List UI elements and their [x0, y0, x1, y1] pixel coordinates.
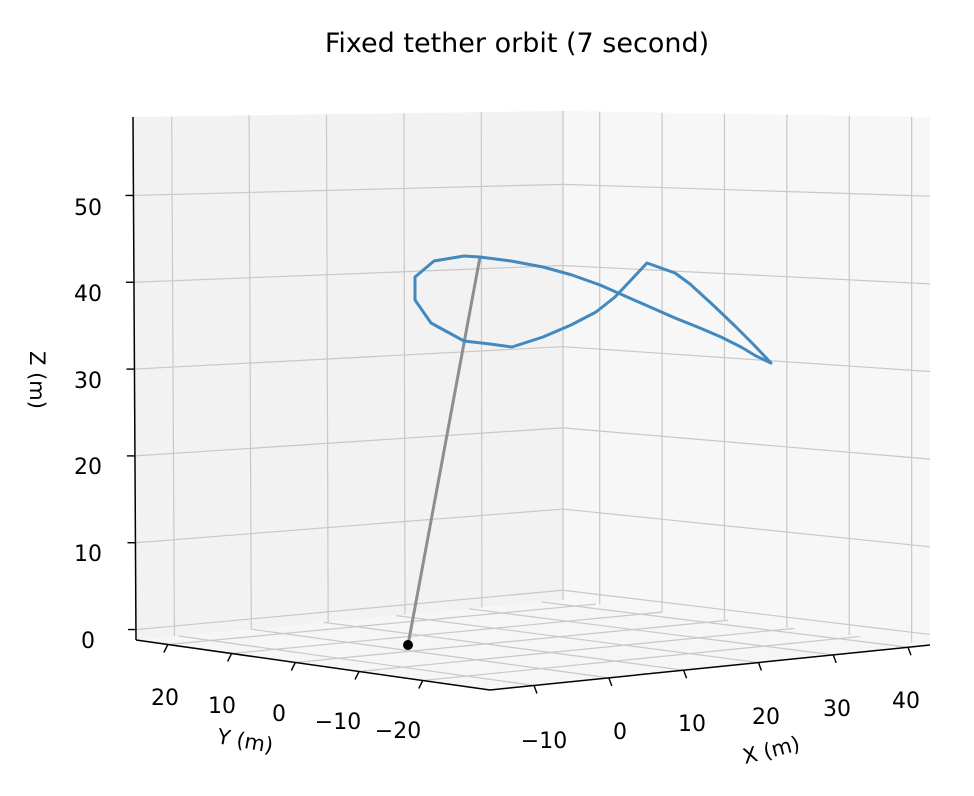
x-grid-floor-line	[396, 615, 759, 664]
y-grid-wall-line	[248, 115, 252, 630]
x-tick-mark	[757, 662, 763, 671]
y-axis-label: Y (m)	[214, 724, 275, 758]
z-axis-label: Z (m)	[25, 351, 49, 409]
chart-title: Fixed tether orbit (7 second)	[325, 28, 709, 59]
back-pane-right	[563, 111, 930, 645]
y-grid-wall-line	[171, 116, 176, 637]
y-axis-line	[135, 639, 491, 691]
x-grid-floor-line	[323, 621, 684, 671]
z-tick-label: 30	[74, 369, 102, 394]
y-grid-wall-line	[480, 112, 483, 608]
y-tick-label: −10	[315, 710, 361, 735]
x-tick-label: 10	[678, 712, 706, 737]
y-tick-mark	[354, 671, 360, 680]
z-tick-label: 40	[74, 282, 102, 307]
y-tick-mark	[290, 662, 296, 671]
x-tick-mark	[608, 677, 613, 687]
tick-labels: 0 10 20 30 40 50 20 10 0 −10 −20 −10 0 10 20 30 40	[74, 194, 920, 754]
y-grid-wall-line	[325, 114, 329, 623]
anchor-point	[403, 640, 413, 650]
y-tick-label: −20	[375, 719, 421, 744]
x-axis-label: X (m)	[740, 732, 802, 769]
z-tick-label: 0	[81, 629, 95, 654]
axes-panes	[133, 111, 930, 690]
x-tick-label: −10	[521, 729, 567, 754]
x-grid-floor-line	[541, 601, 909, 648]
y-tick-mark	[418, 680, 424, 689]
y-grid-floor-line	[295, 619, 729, 664]
x-tick-label: 20	[752, 705, 780, 730]
back-pane-left	[133, 111, 563, 640]
tether-line	[406, 255, 482, 647]
x-tick-mark	[533, 685, 538, 694]
z-axis-line	[132, 116, 137, 641]
x-tick-mark	[907, 647, 912, 656]
x-tick-label: 40	[892, 689, 920, 714]
orbit-path	[413, 254, 773, 365]
x-tick-mark	[682, 669, 688, 679]
y-tick-label: 10	[208, 694, 236, 719]
y-tick-mark	[226, 653, 233, 662]
x-tick-label: 30	[823, 697, 851, 722]
y-grid-floor-line	[422, 635, 861, 682]
y-tick-label: 0	[272, 702, 286, 727]
y-grid-floor-line	[167, 603, 597, 646]
y-grid-floor-line	[358, 627, 795, 673]
z-tick-label: 10	[74, 542, 102, 567]
x-grid-floor-line	[251, 628, 609, 679]
y-grid-wall-line	[403, 113, 406, 615]
x-grid-floor-line	[178, 635, 535, 687]
y-grid-floor-line	[231, 611, 663, 655]
x-grid-floor-line	[468, 608, 834, 656]
y-tick-label: 20	[151, 686, 179, 711]
data-series	[403, 254, 773, 650]
x-tick-label: 0	[613, 720, 627, 745]
y-tick-mark	[163, 644, 169, 653]
z-tick-label: 20	[74, 455, 102, 480]
x-axis-line	[489, 644, 931, 691]
x-tick-mark	[832, 654, 837, 664]
grid-lines	[133, 111, 931, 687]
z-tick-label: 50	[74, 196, 102, 221]
axis-lines	[132, 116, 931, 691]
